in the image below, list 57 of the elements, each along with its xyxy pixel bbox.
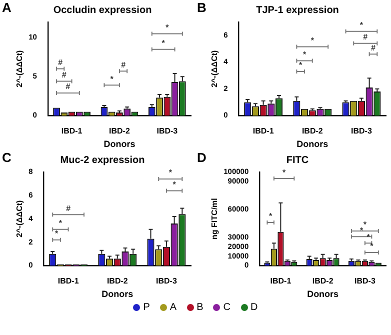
chart-title: Muc-2 expression xyxy=(60,154,145,166)
y-axis-title: 2^-(ΔΔCt) xyxy=(210,50,220,88)
annotation: * xyxy=(166,22,170,32)
annotation: # xyxy=(363,32,368,42)
legend-label: P xyxy=(143,302,150,313)
chart-title: TJP-1 expression xyxy=(256,4,339,16)
x-tick-label: IBD-2 xyxy=(109,126,130,136)
y-axis-title: 2^-(ΔΔCt) xyxy=(15,50,24,88)
x-tick-label: IBD-2 xyxy=(106,276,128,286)
annotation: # xyxy=(371,43,376,52)
x-axis-title: Donors xyxy=(296,139,328,150)
chart-title: Occludin expression xyxy=(53,4,152,16)
annotation: * xyxy=(299,60,304,70)
annotation: # xyxy=(121,60,126,70)
annotation: * xyxy=(58,218,63,228)
annotation: * xyxy=(168,168,173,178)
annotation: # xyxy=(58,58,64,68)
legend-label: B xyxy=(196,302,204,313)
annotation: * xyxy=(282,168,286,177)
annotation: # xyxy=(66,204,72,213)
annotation: * xyxy=(269,212,274,221)
annotation: * xyxy=(363,220,368,230)
annotation: * xyxy=(370,242,374,251)
annotation: * xyxy=(54,229,59,238)
legend-label: A xyxy=(170,302,177,313)
x-tick-label: IBD-3 xyxy=(354,276,376,286)
annotation: * xyxy=(310,36,315,45)
x-tick-label: IBD-1 xyxy=(270,276,292,286)
text: C xyxy=(2,150,12,166)
y-axis-title: 2^-(ΔΔCt) xyxy=(15,200,24,238)
text: A xyxy=(2,0,12,16)
x-tick-label: IBD-1 xyxy=(252,126,274,136)
annotation: * xyxy=(360,226,364,235)
x-tick-label: IBD-2 xyxy=(302,126,324,136)
annotation: * xyxy=(360,20,364,30)
x-axis-title: Donors xyxy=(307,289,339,300)
text: B xyxy=(197,0,206,16)
x-tick-label: IBD-2 xyxy=(312,276,334,286)
legend-label: C xyxy=(223,302,230,313)
annotation: * xyxy=(366,232,371,242)
x-tick-label: IBD-3 xyxy=(351,126,372,136)
y-axis-title: ng FITC/ml xyxy=(210,198,220,240)
legend-label: D xyxy=(250,302,258,313)
text: D xyxy=(197,150,206,166)
x-axis-title: Donors xyxy=(104,139,136,150)
annotation: * xyxy=(302,50,307,59)
x-tick-label: IBD-3 xyxy=(156,126,178,136)
annotation: * xyxy=(172,180,177,189)
chart-title: FITC xyxy=(286,154,309,166)
x-axis-title: Donors xyxy=(102,289,134,300)
annotation: # xyxy=(62,70,67,80)
x-tick-label: IBD-1 xyxy=(61,126,83,136)
annotation: # xyxy=(66,82,71,92)
annotation: * xyxy=(162,38,166,48)
x-tick-label: IBD-3 xyxy=(156,276,178,286)
x-tick-label: IBD-1 xyxy=(58,276,80,286)
annotation: * xyxy=(110,74,114,84)
